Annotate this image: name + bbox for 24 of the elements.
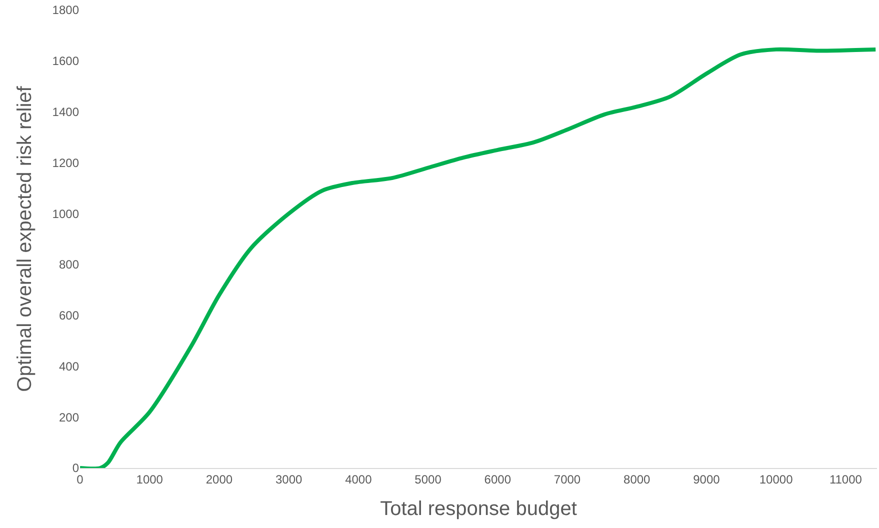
y-axis-title: Optimal overall expected risk relief (14, 86, 36, 392)
x-tick-label: 5000 (414, 472, 442, 486)
x-tick-label: 8000 (624, 472, 651, 486)
y-tick-label: 1400 (52, 104, 80, 119)
y-tick-label: 800 (58, 258, 80, 272)
x-tick-label: 6000 (484, 472, 512, 486)
x-tick-label: 9000 (693, 472, 720, 486)
y-tick-label: 1600 (52, 54, 80, 68)
y-tick-label: 1800 (52, 3, 80, 18)
x-tick-label: 2000 (206, 472, 233, 486)
x-tick-label: 10000 (759, 472, 794, 486)
y-tick-label: 200 (58, 410, 80, 424)
y-tick-label: 1000 (52, 206, 80, 221)
y-tick-label: 1200 (52, 156, 80, 170)
line-series (80, 47, 877, 468)
y-tick-label: 0 (72, 461, 80, 476)
x-tick-label: 7000 (554, 472, 581, 486)
x-tick-label: 3000 (275, 472, 302, 486)
y-tick-label: 600 (58, 308, 80, 323)
x-tick-label: 11000 (829, 472, 862, 486)
x-tick-label: 1000 (136, 472, 164, 486)
x-tick-label: 4000 (345, 472, 372, 486)
x-axis-title: Total response budget (380, 498, 578, 520)
y-tick-label: 400 (58, 359, 80, 374)
